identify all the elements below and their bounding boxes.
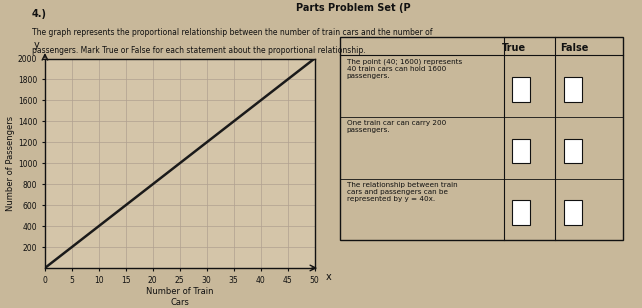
Text: The relationship between train
cars and passengers can be
represented by y = 40x: The relationship between train cars and … bbox=[347, 182, 457, 202]
Text: x: x bbox=[325, 272, 331, 282]
Text: False: False bbox=[560, 43, 589, 53]
Text: True: True bbox=[501, 43, 526, 53]
X-axis label: Number of Train
Cars: Number of Train Cars bbox=[146, 287, 214, 307]
Text: y: y bbox=[34, 40, 40, 50]
Text: One train car can carry 200
passengers.: One train car can carry 200 passengers. bbox=[347, 120, 446, 133]
Text: passengers. Mark True or False for each statement about the proportional relatio: passengers. Mark True or False for each … bbox=[32, 46, 366, 55]
Y-axis label: Number of Passengers: Number of Passengers bbox=[6, 116, 15, 211]
Text: 4.): 4.) bbox=[32, 9, 47, 19]
Text: Parts Problem Set (P: Parts Problem Set (P bbox=[296, 3, 410, 13]
Text: The point (40; 1600) represents
40 train cars can hold 1600
passengers.: The point (40; 1600) represents 40 train… bbox=[347, 59, 462, 79]
Text: The graph represents the proportional relationship between the number of train c: The graph represents the proportional re… bbox=[32, 28, 433, 37]
